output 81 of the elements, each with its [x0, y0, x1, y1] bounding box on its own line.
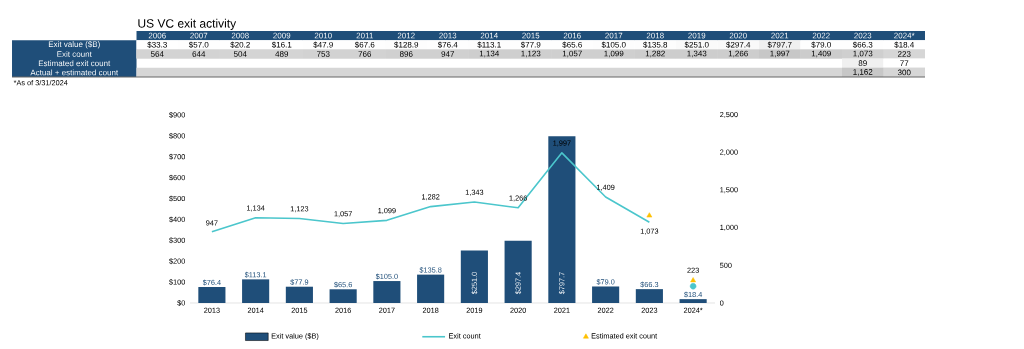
data-label: $297.4 [726, 41, 751, 49]
data-label: $113.1 [477, 41, 501, 49]
bar [285, 286, 313, 303]
bar [548, 136, 576, 303]
data-label: $797.7 [767, 41, 792, 49]
bar [329, 289, 357, 303]
data-label: $66.3 [852, 41, 873, 49]
data-label: $20.2 [230, 41, 250, 49]
data-label: 1,057 [562, 50, 582, 58]
data-label: 1,409 [811, 50, 831, 58]
data-label: $105.0 [601, 41, 626, 49]
x-tick-label: 2023 [854, 32, 872, 39]
x-tick-label: 2008 [231, 32, 249, 39]
data-label: $251.0 [684, 41, 709, 49]
data-label: 504 [233, 51, 247, 57]
bar [635, 289, 663, 303]
x-tick-label: 2011 [356, 32, 373, 39]
y-tick-label: Exit value ($B) [48, 40, 100, 49]
data-label: 1,282 [645, 50, 665, 58]
data-label: 489 [275, 51, 289, 57]
x-tick-label: 2020 [729, 32, 747, 39]
x-tick-label: 2010 [314, 32, 332, 39]
data-label: $79.0 [811, 41, 831, 49]
data-label: 1,123 [521, 50, 541, 58]
x-tick-label: 2024* [894, 32, 915, 39]
data-label: 1,997 [770, 50, 790, 58]
data-label: $77.9 [520, 41, 541, 49]
data-label: 77 [900, 60, 909, 66]
data-label: $18.4 [894, 41, 915, 49]
data-label: 564 [150, 51, 164, 57]
bar [592, 286, 620, 303]
bar [417, 274, 445, 303]
x-tick-label: 2012 [397, 32, 415, 39]
x-tick-label: 2019 [688, 32, 706, 39]
data-label: $16.1 [271, 41, 292, 49]
data-label: 644 [192, 51, 206, 57]
data-label: 300 [897, 69, 911, 76]
x-tick-label: 2013 [439, 32, 457, 39]
data-label: $128.9 [394, 41, 419, 49]
data-label: 753 [317, 51, 330, 57]
x-tick-label: 2018 [646, 32, 664, 39]
data-label: 89 [858, 60, 867, 67]
bar [373, 281, 401, 303]
x-tick-label: 2009 [273, 32, 291, 39]
y-tick-label: Estimated exit count [38, 60, 111, 67]
chart-title: US VC exit activity [138, 18, 237, 31]
bar [198, 287, 226, 303]
x-tick-label: 2007 [190, 32, 208, 39]
x-tick-label: 2017 [605, 32, 623, 39]
x-tick-label: 2006 [148, 32, 166, 39]
data-label: $47.9 [313, 41, 333, 49]
bar [679, 299, 707, 303]
data-label: 766 [358, 51, 372, 57]
y-tick-label: Actual + estimated count [30, 69, 119, 76]
bar [242, 279, 270, 303]
point [689, 283, 697, 290]
data-label: 1,073 [853, 50, 873, 58]
x-tick-label: 2014 [480, 32, 498, 39]
point [690, 277, 696, 283]
data-label: 1,266 [728, 50, 748, 58]
data-label: 896 [399, 51, 413, 57]
data-label: 1,162 [853, 69, 873, 76]
data-label: $135.8 [643, 41, 668, 49]
x-tick-label: 2016 [563, 32, 581, 39]
data-label: $67.6 [354, 41, 375, 49]
y-tick-label: Exit count [57, 51, 92, 57]
data-label: $65.6 [562, 41, 582, 49]
data-label: $33.3 [147, 41, 167, 49]
data-label: 223 [897, 51, 911, 57]
data-label: $57.0 [188, 41, 209, 49]
x-tick-label: 2015 [522, 32, 540, 39]
bar [460, 250, 488, 303]
x-tick-label: 2021 [771, 32, 789, 39]
data-label: $76.4 [437, 41, 458, 49]
data-label: 1,134 [479, 50, 500, 58]
point [646, 212, 653, 218]
data-label: 1,343 [687, 50, 707, 58]
data-label: 1,099 [604, 50, 624, 58]
data-label: 947 [441, 51, 455, 57]
bar [504, 240, 532, 303]
x-tick-label: 2022 [812, 32, 830, 39]
